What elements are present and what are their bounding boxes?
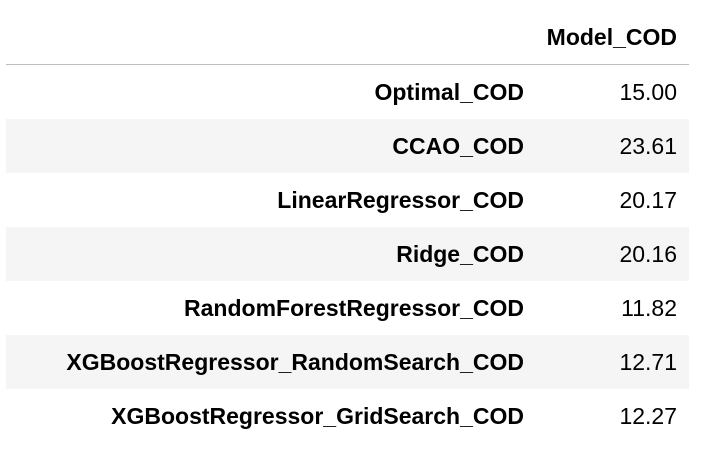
row-index-label: CCAO_COD [392,133,524,159]
table-row: RandomForestRegressor_COD 11.82 [6,281,689,335]
table-row: XGBoostRegressor_RandomSearch_COD 12.71 [6,335,689,389]
row-index-label: Optimal_COD [374,79,524,105]
header-row: Model_COD [6,10,689,65]
row-value: 11.82 [621,295,677,321]
results-table: Model_COD Optimal_COD 15.00 CCAO_COD 23.… [6,10,689,443]
row-value: 12.71 [619,349,677,375]
table-row: CCAO_COD 23.61 [6,119,689,173]
row-value: 12.27 [619,403,677,429]
table-row: Ridge_COD 20.16 [6,227,689,281]
row-value: 23.61 [619,133,677,159]
row-index-label: XGBoostRegressor_RandomSearch_COD [66,349,524,375]
row-index-label: Ridge_COD [396,241,524,267]
table-row: LinearRegressor_COD 20.17 [6,173,689,227]
table-row: Optimal_COD 15.00 [6,64,689,119]
row-index-label: RandomForestRegressor_COD [184,295,524,321]
table-row: XGBoostRegressor_GridSearch_COD 12.27 [6,389,689,443]
row-value: 20.17 [619,187,677,213]
row-index-label: LinearRegressor_COD [277,187,524,213]
row-value: 20.16 [619,241,677,267]
row-index-label: XGBoostRegressor_GridSearch_COD [111,403,524,429]
row-value: 15.00 [619,79,677,105]
column-header-model-cod: Model_COD [536,10,689,65]
index-header [6,10,536,65]
